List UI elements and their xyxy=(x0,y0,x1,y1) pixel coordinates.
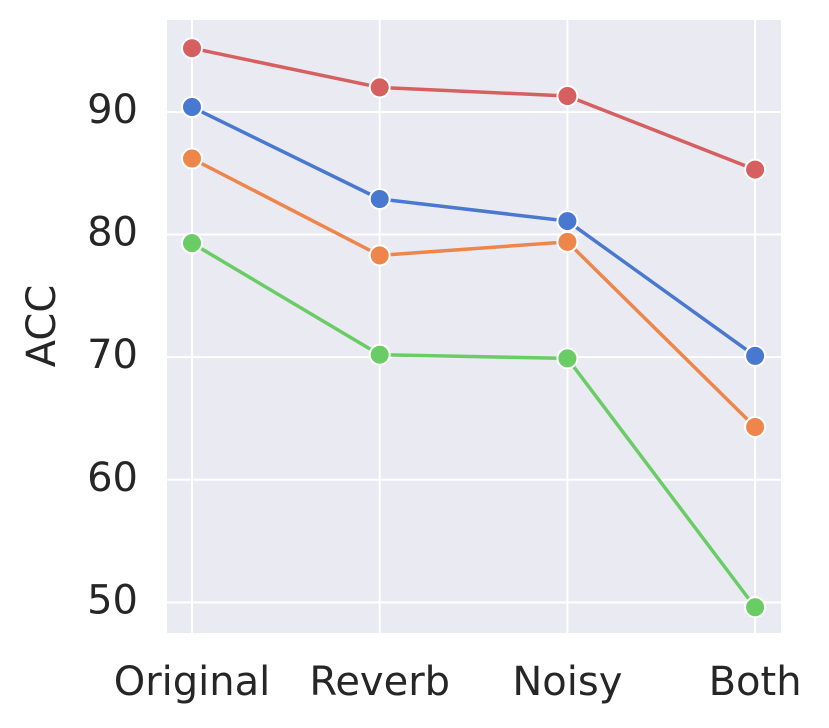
point xyxy=(744,416,767,439)
series-line xyxy=(191,46,756,172)
y-tick-label: 90 xyxy=(87,87,138,133)
point xyxy=(556,210,579,233)
point xyxy=(744,158,767,181)
series-line xyxy=(191,105,757,358)
point xyxy=(368,244,391,267)
plot-area xyxy=(167,20,781,633)
point xyxy=(556,230,579,253)
point xyxy=(744,596,767,619)
x-tick-label: Reverb xyxy=(309,659,450,705)
y-tick-label: 60 xyxy=(87,455,138,501)
x-tick-label: Both xyxy=(709,659,802,705)
point xyxy=(744,344,767,367)
point xyxy=(181,232,203,255)
point xyxy=(368,187,391,210)
x-tick-label: Noisy xyxy=(512,659,622,705)
point xyxy=(556,347,579,370)
point xyxy=(368,76,391,99)
point xyxy=(181,96,203,119)
y-tick-label: 80 xyxy=(87,210,138,256)
y-tick-label: 50 xyxy=(87,577,138,623)
series-line xyxy=(191,241,757,609)
point xyxy=(368,343,391,366)
y-tick-label: 70 xyxy=(87,332,138,378)
point xyxy=(181,147,203,170)
series-line xyxy=(191,156,757,429)
point xyxy=(181,37,203,60)
y-axis-label: ACC xyxy=(19,285,65,368)
point xyxy=(556,85,579,108)
x-tick-label: Original xyxy=(114,659,271,705)
